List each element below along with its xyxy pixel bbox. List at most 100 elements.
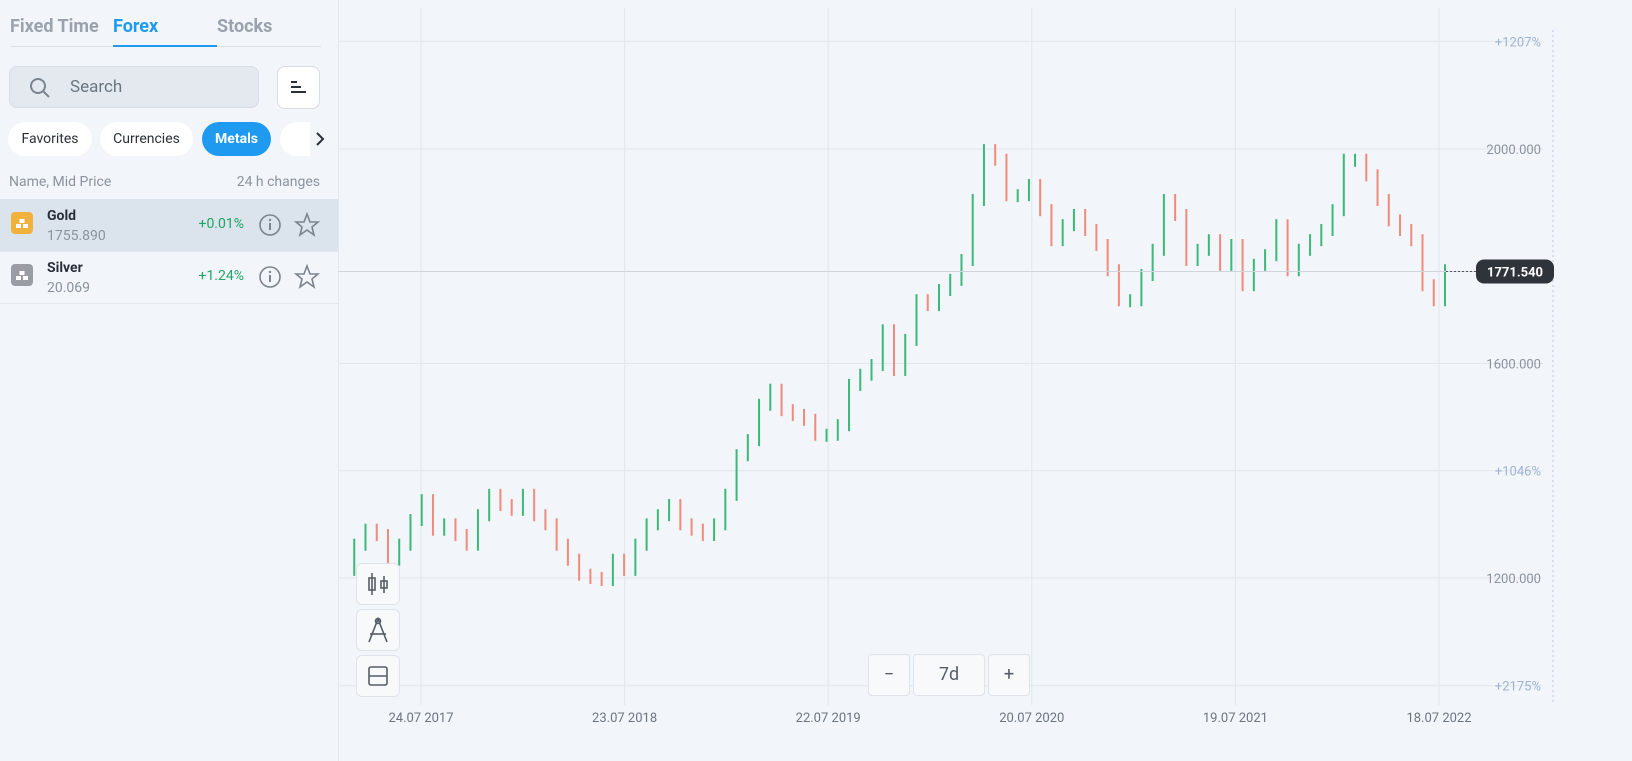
- zoom-period[interactable]: 7d: [913, 654, 985, 696]
- candle: [1354, 153, 1357, 167]
- candle: [353, 538, 356, 576]
- candle: [1275, 219, 1278, 262]
- candle: [803, 408, 806, 426]
- candle: [589, 568, 592, 584]
- candle: [982, 144, 985, 206]
- x-tick-label: 20.07 2020: [999, 711, 1064, 726]
- candle: [1050, 204, 1053, 247]
- filter-chip[interactable]: Currencies: [100, 122, 193, 156]
- candle: [1027, 178, 1030, 202]
- drawing-button[interactable]: [356, 609, 400, 651]
- candle: [1174, 193, 1177, 221]
- list-header: Name, Mid Price: [9, 174, 112, 190]
- candle: [1309, 234, 1312, 256]
- info-icon[interactable]: [258, 213, 282, 237]
- candle: [1432, 279, 1435, 307]
- candle: [1331, 204, 1334, 236]
- star-icon[interactable]: [294, 264, 320, 290]
- candle: [1376, 169, 1379, 206]
- x-tick-label: 19.07 2021: [1203, 711, 1268, 726]
- candles-icon: [368, 573, 388, 595]
- layout-button[interactable]: [356, 655, 400, 697]
- candle: [1005, 153, 1008, 202]
- filter-chip-active[interactable]: Metals: [202, 122, 271, 156]
- candle: [566, 538, 569, 566]
- y-tick-label: 1600.000: [1486, 357, 1541, 372]
- candle: [870, 359, 873, 381]
- layout-icon: [368, 666, 388, 686]
- y2-tick-label: +2175%: [1495, 680, 1541, 695]
- candle: [904, 333, 907, 376]
- candle: [1151, 243, 1154, 282]
- candle: [859, 368, 862, 391]
- sort-icon: [291, 81, 306, 93]
- candle: [510, 499, 513, 516]
- current-price-label: 1771.540: [1487, 266, 1543, 281]
- candle: [1399, 214, 1402, 236]
- candle: [1252, 258, 1255, 292]
- instrument-row[interactable]: Silver 20.069 +1.24%: [0, 251, 338, 304]
- candle: [1117, 264, 1120, 307]
- filter-chip-hidden[interactable]: [280, 122, 310, 156]
- candle: [668, 499, 671, 522]
- candle: [949, 273, 952, 297]
- candle: [893, 324, 895, 376]
- candle: [971, 193, 974, 267]
- instrument-price: 1755.890: [47, 228, 106, 244]
- zoom-out[interactable]: −: [868, 654, 910, 696]
- scroll-right[interactable]: [310, 129, 330, 149]
- candle: [431, 494, 434, 536]
- x-tick-label: 23.07 2018: [592, 711, 657, 726]
- candle: [1241, 239, 1244, 292]
- info-icon[interactable]: [258, 265, 282, 289]
- candle: [1342, 153, 1345, 217]
- zoom-in[interactable]: +: [988, 654, 1030, 696]
- candle: [1095, 223, 1098, 252]
- candle: [555, 518, 558, 551]
- candle: [1185, 208, 1188, 267]
- instrument-change: +0.01%: [198, 216, 245, 232]
- candle: [926, 294, 929, 312]
- candle: [814, 413, 817, 441]
- y-tick-label: 2000.000: [1486, 143, 1541, 158]
- candle: [1264, 249, 1267, 271]
- filter-chip[interactable]: Favorites: [8, 122, 92, 156]
- star-icon[interactable]: [294, 212, 320, 238]
- candle: [499, 488, 502, 512]
- tab[interactable]: Fixed Time: [10, 16, 99, 37]
- compass-icon: [368, 616, 388, 643]
- candle: [1444, 264, 1446, 307]
- candle: [960, 254, 963, 286]
- candle: [409, 514, 412, 551]
- candle: [600, 571, 603, 587]
- candle: [848, 378, 851, 432]
- candle: [724, 488, 727, 531]
- candle: [881, 324, 884, 372]
- tab-active[interactable]: Forex: [113, 16, 159, 37]
- candle: [1320, 223, 1323, 247]
- candle: [679, 499, 682, 531]
- candle: [1410, 223, 1413, 247]
- candle: [1421, 234, 1424, 292]
- candle: [645, 518, 648, 551]
- sort-button[interactable]: [277, 66, 320, 109]
- candle: [701, 523, 704, 542]
- y2-tick-label: +1207%: [1495, 35, 1541, 50]
- instrument-price: 20.069: [47, 280, 91, 296]
- candle: [735, 449, 738, 501]
- candle: [465, 529, 468, 551]
- instrument-row[interactable]: Gold 1755.890 +0.01%: [0, 199, 338, 252]
- instrument-name: Silver: [47, 260, 83, 276]
- silver-icon: [11, 264, 33, 286]
- x-tick-label: 18.07 2022: [1406, 711, 1471, 726]
- tab[interactable]: Stocks: [217, 16, 273, 37]
- candle: [1387, 193, 1390, 227]
- search-box[interactable]: Search: [9, 66, 259, 108]
- candle: [623, 553, 626, 576]
- candle: [994, 144, 997, 166]
- candle: [578, 553, 581, 581]
- chart-type-button[interactable]: [356, 563, 400, 605]
- candle: [1106, 239, 1109, 277]
- candle: [488, 488, 491, 522]
